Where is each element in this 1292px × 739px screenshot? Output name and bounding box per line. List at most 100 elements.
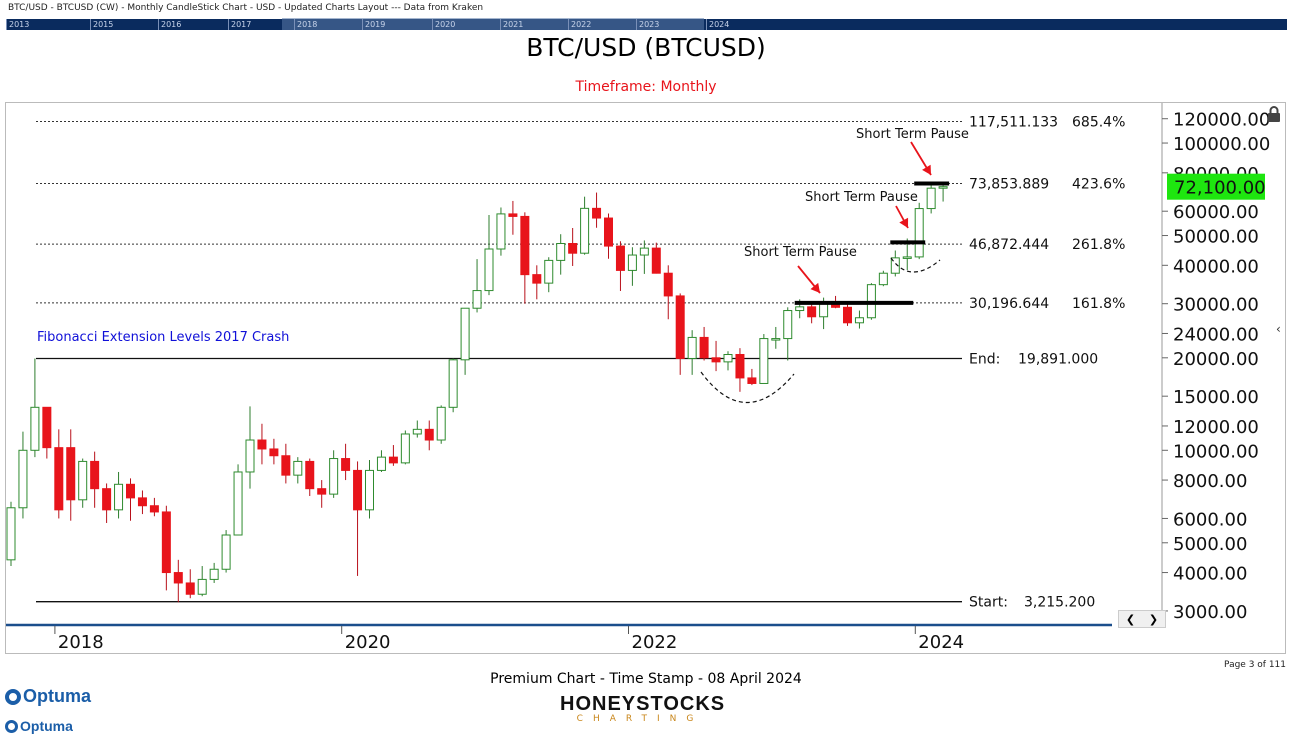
y-tick-label: 60000.00 (1173, 202, 1259, 223)
candle-body (854, 317, 864, 324)
chart-frame (5, 102, 1286, 654)
chart-header: BTC/USD - BTCUSD (CW) - Monthly CandleSt… (0, 0, 1292, 30)
candle-body (544, 259, 554, 284)
candle-body (424, 428, 434, 441)
x-tick-label: 2018 (58, 632, 104, 653)
candle-body (305, 460, 315, 490)
candle-body (448, 359, 458, 408)
candle-body (580, 207, 590, 254)
candle-body (281, 455, 291, 476)
y-tick-label: 4000.00 (1173, 564, 1247, 585)
candle-body (556, 243, 566, 261)
optuma-logo-small: Optuma (5, 718, 73, 734)
optuma-logo-icon (5, 688, 21, 705)
overview-selection[interactable] (282, 18, 704, 30)
candle-body (568, 243, 578, 254)
candle-body (6, 507, 16, 561)
pause-arrow-head (810, 282, 820, 293)
last-price-label: 72,100.00 (1174, 178, 1266, 199)
bottom-arc-marker (700, 371, 795, 404)
overview-year-tick: 2015 (90, 19, 113, 30)
fib-level-percent: 261.8% (1072, 237, 1125, 253)
fib-level-percent: 423.6% (1072, 176, 1125, 192)
pause-label: Short Term Pause (805, 190, 918, 205)
candle-body (376, 456, 386, 471)
page-number: Page 3 of 111 (1224, 660, 1286, 670)
fib-level-percent: 161.8% (1072, 296, 1125, 312)
candle-body (627, 254, 637, 271)
candle-body (639, 247, 649, 256)
candle-body (365, 469, 374, 511)
candle-body (484, 248, 494, 292)
candle-body (42, 406, 52, 449)
x-tick-label: 2022 (632, 632, 678, 653)
candle-body (759, 338, 769, 384)
candle-body (221, 534, 231, 570)
candle-body (78, 460, 88, 501)
chart-info-text: BTC/USD - BTCUSD (CW) - Monthly CandleSt… (8, 3, 484, 13)
scroll-buttons: ❮ ❯ (1118, 610, 1166, 628)
overview-year-tick: 2022 (568, 19, 591, 30)
last-price-tag (1167, 173, 1265, 200)
candle-body (520, 215, 530, 276)
candle-body (675, 295, 685, 359)
overview-year-tick: 2017 (228, 19, 251, 30)
x-tick-label: 2020 (345, 632, 391, 653)
y-tick-label: 24000.00 (1173, 324, 1259, 345)
y-tick-label: 5000.00 (1173, 534, 1247, 555)
collapse-panel-icon[interactable]: ‹ (1276, 322, 1281, 336)
candle-body (436, 406, 446, 441)
candle-body (102, 488, 112, 511)
y-tick-label: 8000.00 (1173, 471, 1247, 492)
candle-body (496, 213, 506, 250)
y-tick-label: 40000.00 (1173, 256, 1259, 277)
candle-body (926, 187, 936, 210)
candle-body (914, 208, 924, 258)
end-level-value: 19,891.000 (1018, 352, 1098, 368)
candle-body (771, 338, 781, 341)
candle-body (735, 354, 745, 379)
candle-body (795, 306, 805, 312)
overview-year-tick: 2021 (500, 19, 523, 30)
candle-body (388, 456, 398, 464)
fib-level-percent: 685.4% (1072, 115, 1125, 131)
candle-body (807, 306, 817, 318)
candle-body (341, 458, 351, 471)
y-tick-label: 120000.00 (1173, 110, 1270, 131)
fib-level-value: 73,853.889 (969, 176, 1049, 192)
overview-year-tick: 2024 (706, 19, 729, 30)
candle-body (126, 483, 135, 499)
candle-body (460, 307, 470, 361)
y-tick-label: 100000.00 (1173, 134, 1270, 155)
candle-body (161, 511, 171, 574)
pause-arrow-head (922, 164, 931, 175)
candle-body (938, 186, 948, 189)
candle-body (353, 469, 363, 511)
candle-body (902, 256, 912, 259)
y-tick-label: 50000.00 (1173, 227, 1259, 248)
candle-body (90, 460, 100, 490)
candle-body (18, 449, 28, 509)
candle-body (257, 439, 267, 450)
scroll-left-icon[interactable]: ❮ (1125, 612, 1136, 626)
start-level-label: Start: (969, 595, 1008, 611)
lock-icon[interactable] (1266, 106, 1282, 122)
fib-annotation: Fibonacci Extension Levels 2017 Crash (37, 330, 289, 345)
y-tick-label: 15000.00 (1173, 387, 1259, 408)
y-tick-label: 10000.00 (1173, 441, 1259, 462)
candle-body (687, 336, 697, 359)
start-level-value: 3,215.200 (1024, 595, 1095, 611)
overview-year-tick: 2013 (6, 19, 29, 30)
y-tick-label: 30000.00 (1173, 295, 1259, 316)
candle-body (843, 306, 852, 324)
candle-body (412, 428, 422, 435)
time-stamp: Premium Chart - Time Stamp - 08 April 20… (490, 671, 802, 687)
candle-body (66, 447, 76, 501)
candle-body (197, 578, 207, 595)
candle-body (508, 213, 518, 217)
x-tick-label: 2024 (918, 632, 964, 653)
fib-level-value: 30,196.644 (969, 296, 1049, 312)
scroll-right-icon[interactable]: ❯ (1148, 612, 1159, 626)
pause-arrow-head (899, 217, 909, 228)
